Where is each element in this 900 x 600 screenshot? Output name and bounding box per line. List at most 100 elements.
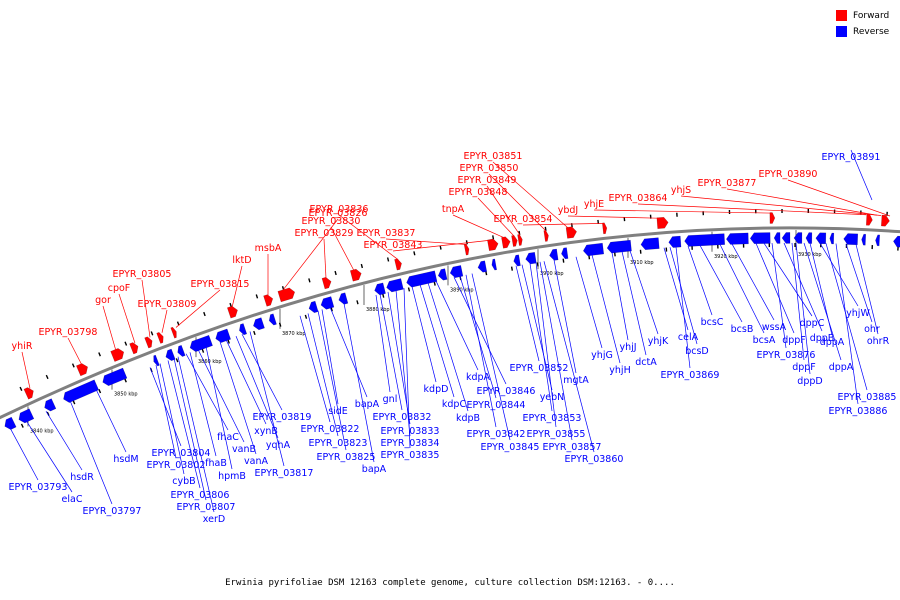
gene-label[interactable]: bcsC (687, 245, 724, 328)
forward-gene-arrow[interactable] (769, 212, 776, 224)
gene-label[interactable]: tnpA (442, 204, 505, 239)
gene-label[interactable]: hsdR (45, 410, 94, 483)
forward-gene-arrow[interactable] (349, 268, 362, 282)
gene-label[interactable]: hsdM (95, 389, 139, 465)
forward-gene-arrow[interactable] (866, 214, 873, 226)
gene-label[interactable]: yhjG (575, 256, 613, 361)
gene-label[interactable]: EPYR_03857 (539, 261, 601, 453)
reverse-gene-arrow[interactable] (307, 300, 319, 314)
reverse-gene-arrow[interactable] (525, 252, 537, 265)
gene-label[interactable]: yqhA (235, 336, 291, 451)
reverse-gene-arrow[interactable] (749, 232, 771, 245)
gene-label[interactable]: dctA (621, 251, 657, 368)
reverse-gene-arrow[interactable] (815, 232, 827, 245)
gene-label[interactable]: yhjH (591, 254, 631, 376)
gene-label[interactable]: kdpB (427, 282, 480, 424)
reverse-gene-arrow[interactable] (781, 232, 791, 244)
reverse-gene-arrow[interactable] (2, 416, 17, 431)
gene-label[interactable]: bcsA (719, 244, 776, 346)
gene-label[interactable]: dppD (795, 242, 823, 387)
reverse-gene-arrow[interactable] (164, 348, 176, 362)
reverse-gene-arrow[interactable] (238, 323, 248, 336)
gene-label[interactable]: dppA (809, 242, 845, 348)
reverse-gene-arrow[interactable] (726, 232, 749, 245)
gene-label[interactable]: EPYR_03823 (307, 313, 367, 449)
gene-label[interactable]: sidE (321, 309, 348, 417)
reverse-gene-arrow[interactable] (684, 233, 725, 247)
gene-label[interactable]: EPYR_03864 (609, 193, 867, 216)
gene-label[interactable]: EPYR_03802 (147, 364, 206, 471)
reverse-gene-arrow[interactable] (319, 296, 335, 311)
gene-label[interactable]: EPYR_03837 (357, 228, 468, 245)
reverse-gene-arrow[interactable] (373, 282, 386, 296)
gene-label[interactable]: EPYR_03860 (543, 261, 623, 465)
gene-label[interactable]: EPYR_03846 (453, 277, 535, 397)
forward-gene-arrow[interactable] (511, 235, 518, 247)
reverse-gene-arrow[interactable] (513, 254, 521, 267)
reverse-gene-arrow[interactable] (152, 354, 160, 367)
reverse-gene-arrow[interactable] (640, 237, 660, 251)
reverse-gene-arrow[interactable] (17, 408, 35, 425)
gene-label[interactable]: EPYR_03835 (381, 288, 440, 461)
gene-label[interactable]: bapA (343, 303, 387, 475)
reverse-gene-arrow[interactable] (843, 233, 859, 246)
forward-gene-arrow[interactable] (565, 226, 577, 239)
gene-label[interactable]: yhjK (629, 250, 669, 347)
reverse-gene-arrow[interactable] (214, 328, 231, 344)
gene-label[interactable]: bcsB (699, 245, 753, 335)
reverse-gene-arrow[interactable] (188, 334, 213, 353)
gene-label[interactable]: EPYR_03805 (113, 269, 172, 338)
gene-label[interactable]: EPYR_03852 (510, 265, 569, 374)
forward-gene-arrow[interactable] (277, 287, 297, 303)
gene-label[interactable]: vanB (197, 349, 256, 455)
gene-label[interactable]: EPYR_03843 (364, 239, 491, 252)
gene-label[interactable]: EPYR_03807 (173, 358, 235, 513)
gene-label[interactable]: elaC (25, 420, 83, 505)
gene-label[interactable]: hpmB (205, 346, 246, 482)
forward-gene-arrow[interactable] (227, 305, 239, 319)
reverse-gene-arrow[interactable] (437, 268, 448, 281)
gene-label[interactable]: EPYR_03890 (759, 169, 891, 217)
gene-label[interactable]: EPYR_03830 (302, 216, 361, 271)
forward-gene-arrow[interactable] (881, 214, 890, 227)
reverse-gene-arrow[interactable] (42, 398, 57, 413)
forward-gene-arrow[interactable] (394, 258, 403, 271)
gene-label[interactable]: EPYR_03817 (249, 331, 313, 479)
forward-gene-arrow[interactable] (156, 331, 166, 344)
gene-label[interactable]: xerD (177, 356, 225, 525)
reverse-gene-arrow[interactable] (773, 232, 781, 244)
reverse-gene-arrow[interactable] (405, 270, 438, 288)
gene-label[interactable]: EPYR_03826 (281, 208, 367, 292)
reverse-gene-arrow[interactable] (861, 233, 867, 246)
gene-label[interactable]: EPYR_03869 (661, 246, 720, 381)
gene-label[interactable]: EPYR_03836 (310, 204, 399, 260)
gene-label[interactable]: dppA (803, 242, 854, 373)
gene-label[interactable]: cpoF (108, 283, 136, 344)
gene-label[interactable]: EPYR_03850 (460, 163, 547, 232)
gene-label[interactable]: dppF (755, 243, 806, 346)
reverse-gene-arrow[interactable] (385, 278, 404, 293)
forward-gene-arrow[interactable] (602, 222, 608, 235)
gene-label[interactable]: EPYR_03833 (381, 291, 440, 437)
gene-label[interactable]: kdpA (435, 280, 491, 383)
gene-label[interactable]: gnl (375, 294, 397, 405)
gene-label[interactable]: EPYR_03809 (138, 299, 197, 333)
forward-gene-arrow[interactable] (263, 293, 275, 307)
gene-label[interactable]: vanA (219, 341, 268, 467)
forward-gene-arrow[interactable] (144, 336, 155, 349)
reverse-gene-arrow[interactable] (337, 292, 349, 306)
forward-gene-arrow[interactable] (463, 243, 470, 256)
reverse-gene-arrow[interactable] (176, 344, 186, 357)
reverse-gene-arrow[interactable] (668, 235, 682, 248)
gene-label[interactable]: fhaB (189, 352, 227, 469)
reverse-gene-arrow[interactable] (606, 239, 632, 254)
gene-label[interactable]: yhiR (12, 341, 33, 389)
gene-label[interactable]: bapA (329, 307, 380, 410)
gene-label[interactable]: kdpC (419, 284, 466, 410)
gene-label[interactable]: bcsD (669, 247, 709, 357)
reverse-gene-arrow[interactable] (549, 248, 559, 261)
reverse-gene-arrow[interactable] (252, 317, 265, 332)
gene-label[interactable]: yhjE (584, 199, 771, 214)
gene-label[interactable]: EPYR_03798 (39, 327, 98, 366)
gene-label[interactable]: gor (95, 295, 117, 352)
